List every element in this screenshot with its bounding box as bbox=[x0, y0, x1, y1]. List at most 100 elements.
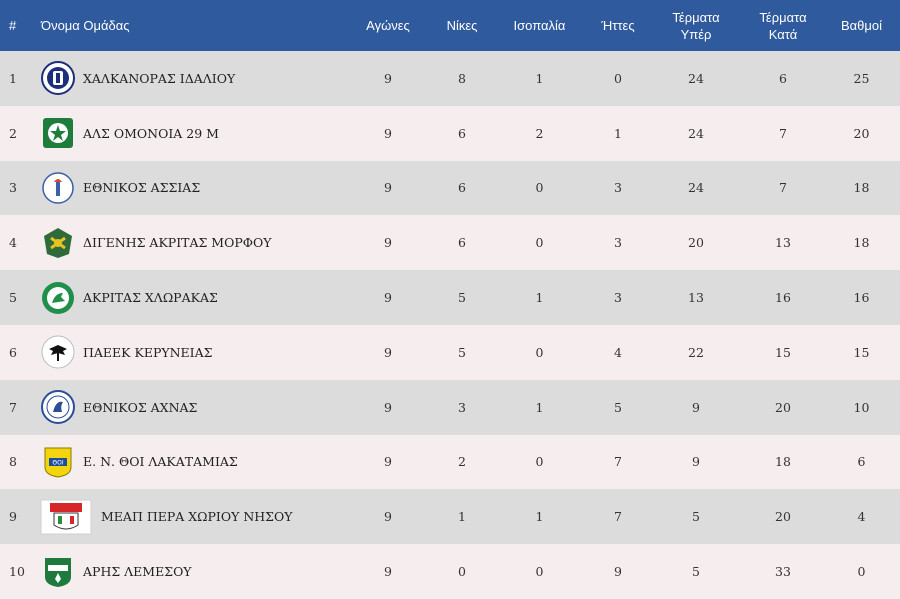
header-points: Βαθμοί bbox=[840, 18, 883, 33]
goals-against-cell: 33 bbox=[775, 564, 791, 580]
rank-cell: 4 bbox=[9, 235, 17, 251]
draws-cell: 1 bbox=[535, 70, 544, 86]
table-row: 10 ΑΡΗΣ ΛΕΜΕΣΟΥ 9 0 0 9 5 33 0 bbox=[0, 544, 900, 599]
losses-cell: 0 bbox=[614, 70, 622, 86]
header-wins: Νίκες bbox=[446, 18, 478, 33]
wins-cell: 1 bbox=[458, 509, 466, 525]
header-played: Αγώνες bbox=[366, 18, 410, 33]
draws-cell: 1 bbox=[535, 290, 544, 306]
team-cell[interactable]: ΧΑΛΚΑΝΟΡΑΣ ΙΔΑΛΙΟΥ bbox=[39, 51, 344, 106]
table-row: 8 ΘΟΙ Ε. Ν. ΘΟΙ ΛΑΚΑΤΑΜΙΑΣ 9 2 0 7 9 18 … bbox=[0, 434, 900, 490]
meap-crest-icon[interactable] bbox=[39, 498, 93, 536]
goals-against-cell: 20 bbox=[775, 399, 791, 415]
chalkanoras-crest-icon[interactable] bbox=[39, 59, 77, 97]
team-cell[interactable]: ΑΚΡΙΤΑΣ ΧΛΩΡΑΚΑΣ bbox=[39, 270, 344, 325]
draws-cell: 0 bbox=[535, 454, 544, 470]
paeek-crest-icon[interactable] bbox=[39, 333, 77, 371]
rank-cell: 8 bbox=[9, 454, 17, 470]
points-cell: 15 bbox=[853, 344, 870, 360]
thoi-crest-icon[interactable]: ΘΟΙ bbox=[39, 443, 77, 481]
svg-text:ΘΟΙ: ΘΟΙ bbox=[52, 459, 63, 466]
goals-for-cell: 22 bbox=[688, 344, 704, 360]
played-cell: 9 bbox=[384, 509, 392, 525]
goals-for-cell: 20 bbox=[688, 235, 704, 251]
points-cell: 18 bbox=[853, 235, 870, 251]
rank-cell: 9 bbox=[9, 509, 17, 525]
goals-against-cell: 16 bbox=[775, 290, 791, 306]
table-row: 3 ΕΘΝΙΚΟΣ ΑΣΣΙΑΣ 9 6 0 3 24 7 18 bbox=[0, 160, 900, 216]
goals-for-cell: 24 bbox=[688, 70, 704, 86]
table-row: 1 ΧΑΛΚΑΝΟΡΑΣ ΙΔΑΛΙΟΥ 9 8 1 0 24 6 25 bbox=[0, 51, 900, 106]
goals-against-cell: 7 bbox=[779, 180, 787, 196]
wins-cell: 6 bbox=[458, 235, 466, 251]
aris-crest-icon[interactable] bbox=[39, 553, 77, 591]
team-name[interactable]: ΠΑΕΕΚ ΚΕΡΥΝΕΙΑΣ bbox=[83, 344, 213, 360]
table-header-row: # Όνομα Ομάδας Αγώνες Νίκες Ισοπαλία Ήττ… bbox=[0, 0, 900, 51]
rank-cell: 7 bbox=[9, 399, 17, 415]
team-cell[interactable]: ΕΘΝΙΚΟΣ ΑΣΣΙΑΣ bbox=[39, 161, 344, 216]
losses-cell: 7 bbox=[614, 454, 622, 470]
points-cell: 6 bbox=[857, 454, 866, 470]
team-name[interactable]: ΔΙΓΕΝΗΣ ΑΚΡΙΤΑΣ ΜΟΡΦΟΥ bbox=[83, 235, 272, 251]
table-row: 6 ΠΑΕΕΚ ΚΕΡΥΝΕΙΑΣ 9 5 0 4 22 15 15 bbox=[0, 324, 900, 380]
goals-for-cell: 24 bbox=[688, 180, 704, 196]
team-cell[interactable]: ΔΙΓΕΝΗΣ ΑΚΡΙΤΑΣ ΜΟΡΦΟΥ bbox=[39, 215, 344, 270]
table-row: 5 ΑΚΡΙΤΑΣ ΧΛΩΡΑΚΑΣ 9 5 1 3 13 16 16 bbox=[0, 270, 900, 325]
played-cell: 9 bbox=[384, 454, 392, 470]
draws-cell: 0 bbox=[535, 235, 544, 251]
draws-cell: 0 bbox=[535, 344, 544, 360]
akritas-crest-icon[interactable] bbox=[39, 279, 77, 317]
points-cell: 16 bbox=[853, 290, 870, 306]
played-cell: 9 bbox=[384, 290, 392, 306]
wins-cell: 5 bbox=[458, 344, 466, 360]
team-name[interactable]: ΕΘΝΙΚΟΣ ΑΣΣΙΑΣ bbox=[83, 180, 201, 196]
goals-against-cell: 18 bbox=[775, 454, 791, 470]
goals-for-cell: 5 bbox=[692, 509, 700, 525]
team-cell[interactable]: ΑΛΣ ΟΜΟΝΟΙΑ 29 Μ bbox=[39, 106, 344, 161]
ethnikos-achnas-crest-icon[interactable] bbox=[39, 388, 77, 426]
header-team: Όνομα Ομάδας bbox=[41, 18, 130, 33]
points-cell: 25 bbox=[853, 70, 870, 86]
omonoia-crest-icon[interactable] bbox=[39, 114, 77, 152]
losses-cell: 3 bbox=[614, 235, 622, 251]
rank-cell: 3 bbox=[9, 180, 17, 196]
team-cell[interactable]: ΜΕΑΠ ΠΕΡΑ ΧΩΡΙΟΥ ΝΗΣΟΥ bbox=[39, 489, 344, 544]
draws-cell: 0 bbox=[535, 180, 544, 196]
losses-cell: 3 bbox=[614, 290, 622, 306]
draws-cell: 0 bbox=[535, 564, 544, 580]
team-name[interactable]: ΑΚΡΙΤΑΣ ΧΛΩΡΑΚΑΣ bbox=[83, 290, 218, 306]
table-row: 9 ΜΕΑΠ ΠΕΡΑ ΧΩΡΙΟΥ ΝΗΣΟΥ 9 1 1 7 5 20 4 bbox=[0, 489, 900, 545]
played-cell: 9 bbox=[384, 235, 392, 251]
team-cell[interactable]: ΕΘΝΙΚΟΣ ΑΧΝΑΣ bbox=[39, 380, 344, 435]
team-cell[interactable]: ΑΡΗΣ ΛΕΜΕΣΟΥ bbox=[39, 544, 344, 599]
team-name[interactable]: ΧΑΛΚΑΝΟΡΑΣ ΙΔΑΛΙΟΥ bbox=[83, 70, 236, 86]
losses-cell: 9 bbox=[614, 564, 622, 580]
header-goals-against-line2: Κατά bbox=[768, 26, 798, 42]
losses-cell: 3 bbox=[614, 180, 622, 196]
team-name[interactable]: ΜΕΑΠ ΠΕΡΑ ΧΩΡΙΟΥ ΝΗΣΟΥ bbox=[101, 509, 293, 525]
goals-against-cell: 6 bbox=[779, 70, 787, 86]
points-cell: 18 bbox=[853, 180, 870, 196]
draws-cell: 1 bbox=[535, 399, 544, 415]
ethnikos-assias-crest-icon[interactable] bbox=[39, 169, 77, 207]
losses-cell: 1 bbox=[614, 125, 622, 141]
team-cell[interactable]: ΘΟΙ Ε. Ν. ΘΟΙ ΛΑΚΑΤΑΜΙΑΣ bbox=[39, 435, 344, 490]
losses-cell: 4 bbox=[614, 344, 622, 360]
table-row: 2 ΑΛΣ ΟΜΟΝΟΙΑ 29 Μ 9 6 2 1 24 7 20 bbox=[0, 105, 900, 161]
goals-for-cell: 24 bbox=[688, 125, 704, 141]
team-name[interactable]: Ε. Ν. ΘΟΙ ΛΑΚΑΤΑΜΙΑΣ bbox=[83, 454, 238, 470]
team-name[interactable]: ΑΛΣ ΟΜΟΝΟΙΑ 29 Μ bbox=[83, 125, 219, 141]
header-goals-against-line1: Τέρματα bbox=[759, 9, 807, 25]
digenis-crest-icon[interactable] bbox=[39, 224, 77, 262]
wins-cell: 6 bbox=[458, 125, 466, 141]
team-name[interactable]: ΕΘΝΙΚΟΣ ΑΧΝΑΣ bbox=[83, 399, 198, 415]
wins-cell: 5 bbox=[458, 290, 466, 306]
team-name[interactable]: ΑΡΗΣ ΛΕΜΕΣΟΥ bbox=[83, 564, 192, 580]
draws-cell: 1 bbox=[535, 509, 544, 525]
goals-against-cell: 15 bbox=[775, 344, 791, 360]
rank-cell: 10 bbox=[9, 564, 25, 580]
rank-cell: 5 bbox=[9, 290, 17, 306]
rank-cell: 6 bbox=[9, 344, 17, 360]
team-cell[interactable]: ΠΑΕΕΚ ΚΕΡΥΝΕΙΑΣ bbox=[39, 325, 344, 380]
